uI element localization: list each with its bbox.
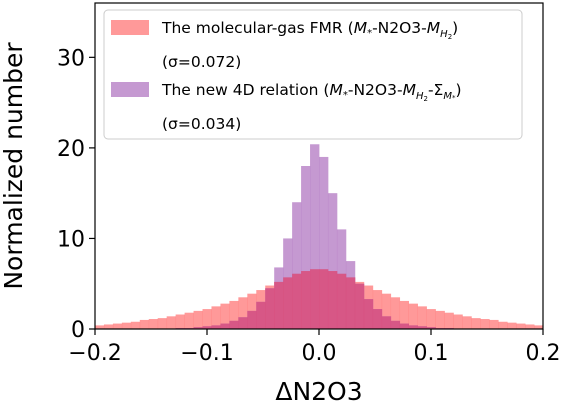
series-1-bar	[202, 309, 212, 329]
overlap-bar	[220, 323, 230, 329]
legend-swatch-series-1	[111, 20, 149, 35]
series-1-bar	[498, 321, 508, 329]
legend-sigma-series-2: (σ=0.034)	[162, 115, 241, 133]
series-1-bar	[220, 303, 230, 329]
series-2-bar	[327, 193, 338, 329]
y-axis-label: Normalized number	[0, 42, 28, 290]
overlap-bar	[345, 277, 356, 329]
series-1-bar	[95, 325, 105, 329]
x-axis-ticks: −0.2 −0.1 0.0 0.1 0.2	[68, 329, 561, 366]
overlap-bar	[310, 269, 320, 329]
x-tick-label: −0.2	[68, 341, 121, 366]
overlap-bar	[336, 273, 347, 329]
overlap-bar	[193, 327, 203, 329]
series-2-bar	[292, 202, 302, 329]
legend-frame	[103, 9, 523, 140]
series-1-bar	[426, 309, 436, 329]
series-1-bar	[453, 314, 463, 329]
y-tick-label: 0	[71, 318, 85, 343]
overlap-bar	[265, 288, 275, 329]
overlap-bars	[175, 269, 454, 329]
overlap-bar	[283, 277, 293, 329]
series-1-bar	[211, 306, 221, 329]
legend-label-series-2: The new 4D relation (M*-N2O3-MH2-ΣM*)	[161, 81, 462, 103]
series-1-bar	[139, 319, 150, 329]
series-1-bar	[229, 300, 239, 329]
x-tick-label: 0.1	[414, 341, 449, 366]
series-1-bar	[435, 310, 445, 329]
legend-sigma-series-1: (σ=0.072)	[162, 53, 241, 71]
overlap-bar	[274, 281, 284, 329]
overlap-bar	[408, 325, 418, 329]
y-tick-label: 10	[57, 227, 85, 252]
legend-swatch-series-2	[111, 82, 149, 97]
overlap-bar	[426, 327, 436, 329]
overlap-bar	[381, 316, 392, 329]
overlap-bar	[363, 299, 374, 329]
x-tick-label: 0.0	[302, 341, 337, 366]
series-1-bar	[444, 312, 454, 329]
overlap-bar	[399, 323, 409, 329]
series-1-bar	[112, 323, 123, 329]
series-1-bar	[238, 297, 248, 329]
x-axis-label: ΔN2O3	[275, 377, 362, 406]
series-2-bar	[301, 166, 311, 329]
overlap-bar	[229, 320, 239, 329]
overlap-bar	[319, 269, 329, 329]
series-1-bar	[157, 318, 168, 329]
y-tick-label: 20	[57, 137, 85, 162]
legend-label-series-1: The molecular-gas FMR (M*-N2O3-MH2)	[161, 19, 458, 41]
overlap-bar	[327, 271, 338, 329]
series-1-bar	[489, 319, 499, 329]
series-1-bar	[184, 312, 194, 329]
y-axis-ticks: 0 10 20 30	[57, 46, 95, 343]
overlap-bar	[202, 326, 212, 329]
overlap-bar	[256, 301, 266, 329]
series-1-bar	[417, 306, 427, 329]
overlap-bar	[211, 325, 221, 329]
series-1-bar	[507, 322, 517, 329]
series-1-bar	[480, 319, 490, 329]
overlap-bar	[372, 309, 383, 329]
series-2-bar	[310, 144, 320, 329]
series-1-bar	[462, 316, 472, 329]
overlap-bar	[301, 271, 311, 329]
overlap-bar	[354, 283, 365, 329]
y-tick-label: 30	[57, 46, 85, 71]
series-1-bar	[408, 303, 418, 329]
series-1-bar	[166, 316, 177, 329]
overlap-bar	[292, 273, 302, 329]
series-1-bar	[193, 310, 203, 329]
overlap-bar	[247, 310, 257, 329]
overlap-bar	[390, 320, 401, 329]
series-1-bar	[381, 293, 392, 329]
series-1-bar	[103, 324, 114, 329]
series-1-bar	[130, 321, 141, 329]
series-1-bar	[121, 322, 132, 329]
series-1-bar	[148, 319, 159, 329]
overlap-bar	[238, 317, 248, 329]
series-1-bar	[525, 324, 535, 329]
series-2-bar	[319, 156, 329, 329]
series-1-bar	[471, 318, 481, 329]
series-1-bar	[516, 323, 526, 329]
x-tick-label: 0.2	[526, 341, 561, 366]
series-1-bar	[534, 325, 544, 329]
series-1-bar	[175, 314, 185, 329]
x-tick-label: −0.1	[180, 341, 233, 366]
series-1-bar	[390, 297, 401, 329]
legend: The molecular-gas FMR (M*-N2O3-MH2) (σ=0…	[103, 9, 523, 140]
series-1-bar	[399, 300, 409, 329]
overlap-bar	[417, 326, 427, 329]
